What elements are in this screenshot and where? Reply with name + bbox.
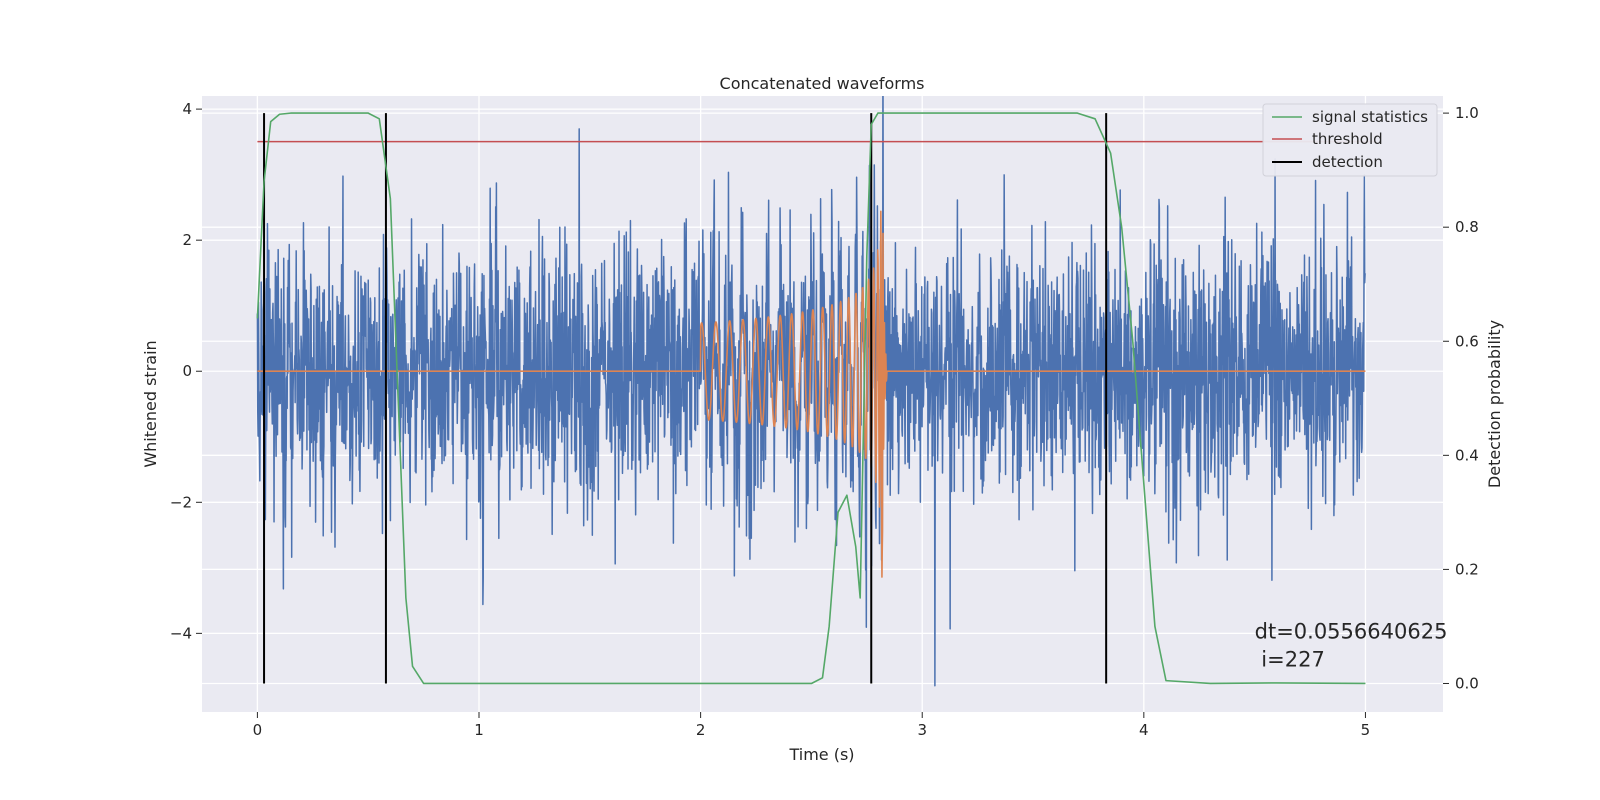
x-tick-label: 1 (474, 721, 484, 739)
y2-tick-label: 0.6 (1455, 332, 1479, 350)
y2-tick-label: 0.4 (1455, 446, 1479, 464)
legend-label-detection: detection (1312, 153, 1383, 171)
annotation-index: i=227 (1255, 647, 1325, 671)
annotation-dt: dt=0.0556640625 (1255, 619, 1448, 643)
legend-label-signal-statistics: signal statistics (1312, 108, 1428, 126)
y2-tick-label: 1.0 (1455, 104, 1479, 122)
signal-statistics-line (256, 112, 1366, 685)
y-axis-title: Whitened strain (141, 340, 160, 467)
x-tick-label: 3 (917, 721, 927, 739)
y-tick-label: −2 (170, 493, 192, 511)
y-tick-label: 2 (182, 231, 192, 249)
legend: signal statistics threshold detection (1262, 103, 1438, 177)
y-tick-label: −4 (170, 624, 192, 642)
y2-tick-label: 0.2 (1455, 560, 1479, 578)
y-tick-label: 4 (182, 100, 192, 118)
x-tick-label: 4 (1139, 721, 1149, 739)
axes-layer: 0 1 2 3 4 5 −4 −2 0 2 4 0.0 0.2 0.4 0.6 0.8 1.0 (170, 100, 1479, 739)
y-tick-label: 0 (182, 362, 192, 380)
chart-title: Concatenated waveforms (720, 74, 925, 93)
legend-label-threshold: threshold (1312, 130, 1383, 148)
x-tick-label: 2 (696, 721, 706, 739)
x-axis-title: Time (s) (788, 745, 854, 764)
y2-axis-title: Detection probability (1485, 320, 1504, 488)
legend-box (1262, 103, 1438, 177)
series-layer (256, 96, 1377, 687)
x-tick-label: 5 (1361, 721, 1371, 739)
injected-chirp-series (256, 210, 1366, 578)
y2-tick-label: 0.0 (1455, 674, 1479, 692)
x-tick-label: 0 (253, 721, 263, 739)
y2-tick-label: 0.8 (1455, 218, 1479, 236)
